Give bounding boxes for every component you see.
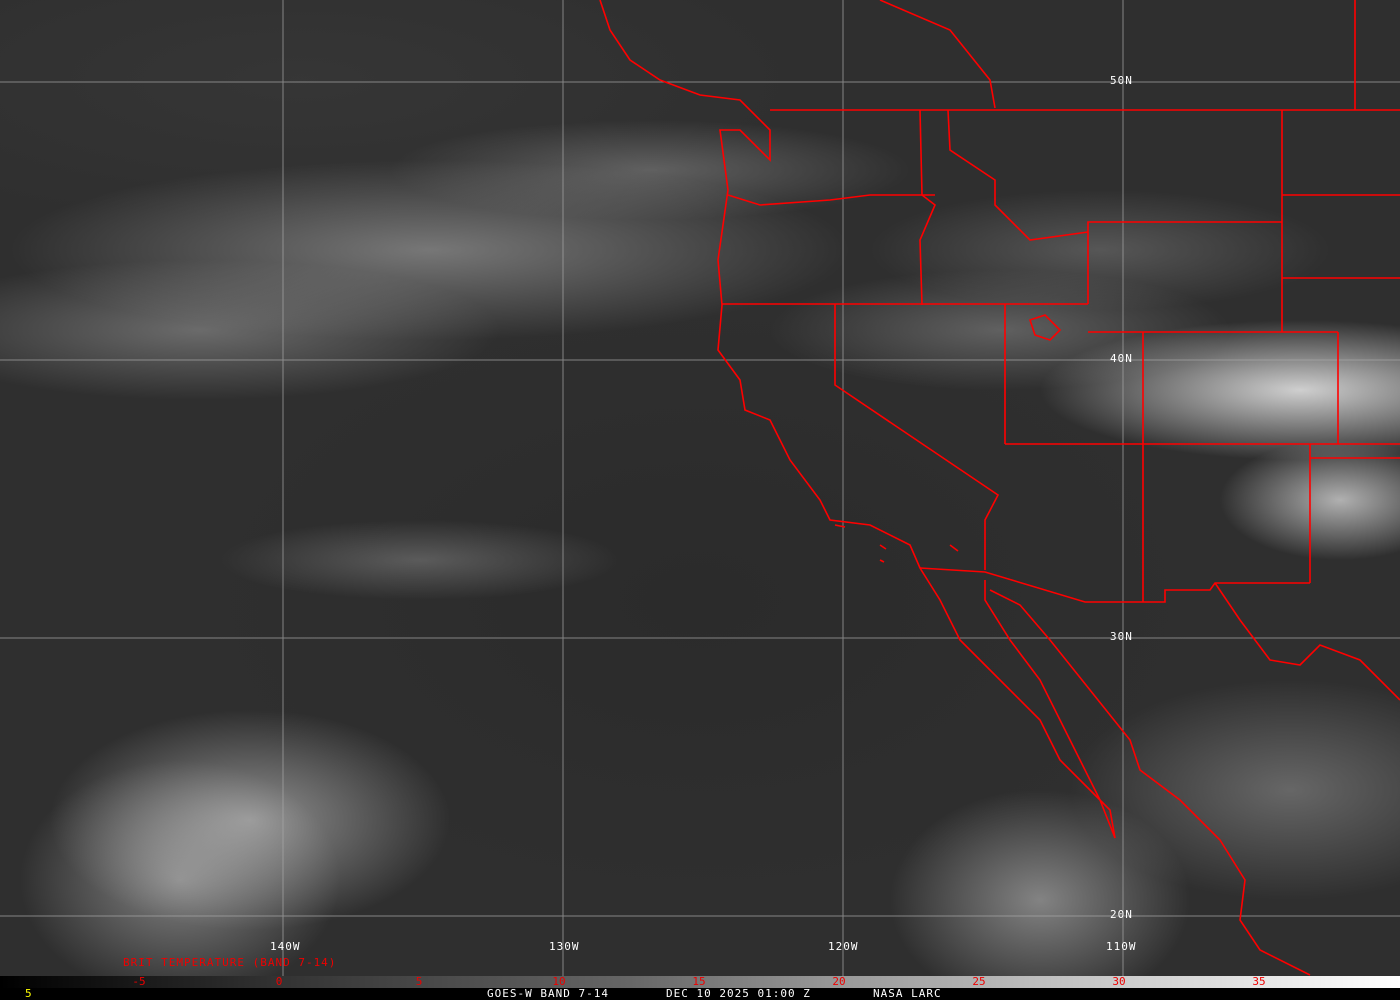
border-mexico-texas bbox=[1214, 582, 1400, 701]
lat-label-40n: 40N bbox=[1110, 352, 1133, 365]
border-idaho-west bbox=[919, 109, 936, 306]
coastline-gulf bbox=[984, 580, 1116, 839]
footer-bar: 5 GOES-W BAND 7-14 DEC 10 2025 01:00 Z N… bbox=[0, 987, 1400, 1000]
product-label: GOES-W BAND 7-14 bbox=[487, 987, 609, 1000]
lon-label-110w: 110W bbox=[1106, 940, 1137, 953]
lat-label-50n: 50N bbox=[1110, 74, 1133, 87]
lon-label-140w: 140W bbox=[270, 940, 301, 953]
satellite-image bbox=[0, 0, 1400, 976]
border-eastern-states bbox=[1281, 110, 1400, 583]
colorbar-tick: 30 bbox=[1112, 975, 1126, 988]
colorbar bbox=[0, 976, 1400, 988]
border-wa-or bbox=[727, 194, 935, 206]
map-overlay bbox=[0, 0, 1400, 976]
colorbar-tick: 0 bbox=[275, 975, 283, 988]
border-canada bbox=[770, 0, 1400, 111]
political-boundaries bbox=[599, 0, 1400, 976]
colorbar-tick: 35 bbox=[1252, 975, 1266, 988]
graticule bbox=[0, 0, 1400, 976]
colorbar-tick: 25 bbox=[972, 975, 986, 988]
colorbar-tick: 20 bbox=[832, 975, 846, 988]
lon-label-120w: 120W bbox=[828, 940, 859, 953]
lat-label-20n: 20N bbox=[1110, 908, 1133, 921]
datetime-label: DEC 10 2025 01:00 Z bbox=[666, 987, 811, 1000]
great-salt-lake bbox=[1028, 314, 1062, 341]
border-utah bbox=[1005, 221, 1400, 602]
lat-label-30n: 30N bbox=[1110, 630, 1133, 643]
frame-number: 5 bbox=[25, 987, 33, 1000]
border-idaho-montana bbox=[947, 109, 1089, 241]
channel-islands bbox=[834, 524, 959, 563]
lon-label-130w: 130W bbox=[549, 940, 580, 953]
border-us-mexico bbox=[919, 567, 1310, 603]
colorbar-title: BRIT TEMPERATURE (BAND 7-14) bbox=[123, 956, 337, 969]
coastline-mexico bbox=[989, 589, 1311, 976]
colorbar-tick: 15 bbox=[692, 975, 706, 988]
colorbar-tick: 5 bbox=[415, 975, 423, 988]
coastline-west bbox=[599, 0, 1116, 839]
credit-label: NASA LARC bbox=[873, 987, 942, 1000]
colorbar-tick: -5 bbox=[132, 975, 146, 988]
border-ca-nv bbox=[834, 304, 1006, 570]
colorbar-tick: 10 bbox=[552, 975, 566, 988]
